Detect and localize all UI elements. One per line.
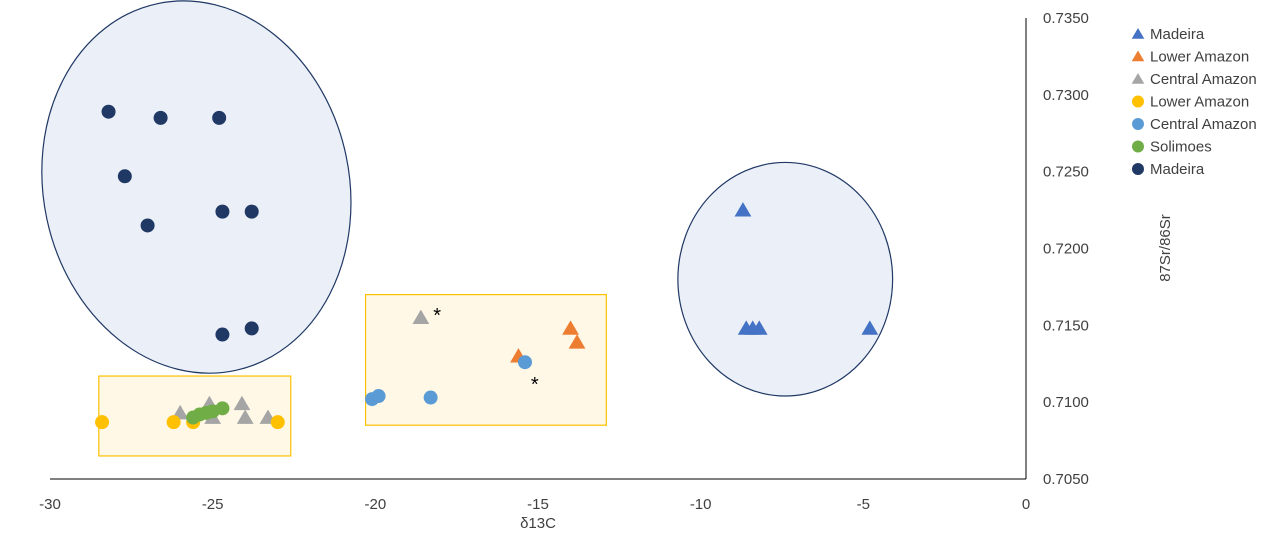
legend-label: Central Amazon [1150, 116, 1257, 133]
data-point-circle [117, 169, 132, 184]
legend-label: Lower Amazon [1150, 49, 1249, 66]
legend-marker-circle [1132, 163, 1144, 175]
y-tick-label: 0.7350 [1043, 10, 1089, 27]
legend-marker-triangle [1131, 28, 1145, 39]
y-tick-label: 0.7050 [1043, 471, 1089, 488]
highlight-rectangle-2 [364, 294, 607, 426]
data-point-triangle [412, 309, 430, 325]
data-point-circle [215, 401, 230, 416]
x-tick-label: -25 [202, 496, 224, 513]
data-point-circle [212, 110, 227, 125]
highlight-shapes-layer [41, 0, 894, 457]
data-point-circle [423, 390, 438, 405]
legend-label: Solimoes [1150, 139, 1212, 156]
x-tick-label: -15 [527, 496, 549, 513]
legend-marker-circle [1132, 118, 1144, 130]
data-point-circle [270, 415, 285, 430]
data-point-triangle [562, 320, 579, 335]
y-tick-label: 0.7300 [1043, 87, 1089, 104]
y-tick-label: 0.7200 [1043, 241, 1089, 258]
data-point-circle [215, 204, 230, 219]
legend-label: Madeira [1150, 26, 1205, 43]
x-tick-label: -30 [39, 496, 61, 513]
legend-label: Lower Amazon [1150, 94, 1249, 111]
highlight-ellipse-1 [41, 0, 352, 374]
data-point-triangle [568, 334, 586, 349]
data-point-circle [101, 104, 116, 119]
data-point-triangle [734, 202, 752, 217]
y-tick-labels: 0.7050 0.7100 0.7150 0.7200 0.7250 0.7300 0.73… [1043, 10, 1089, 488]
x-tick-label: -5 [857, 496, 870, 513]
data-point-circle [140, 218, 155, 233]
legend-label: Madeira [1150, 161, 1205, 178]
x-axis-title: δ13C [520, 515, 556, 532]
data-points [95, 104, 879, 430]
x-tick-label: -20 [364, 496, 386, 513]
data-point-triangle [236, 409, 254, 424]
data-point-circle [244, 321, 259, 336]
annotation-asterisk: * [433, 305, 441, 327]
legend-marker-triangle [1131, 73, 1145, 84]
x-tick-labels: -30 -25 -20 -15 -10 -5 0 [39, 496, 1030, 513]
y-axis-title: 87Sr/86Sr [1157, 214, 1174, 282]
data-point-circle [244, 204, 259, 219]
data-point-triangle [233, 395, 251, 411]
x-tick-label: 0 [1022, 496, 1030, 513]
axes [50, 18, 1027, 480]
y-tick-label: 0.7150 [1043, 317, 1089, 334]
legend-marker-triangle [1131, 50, 1145, 62]
data-point-circle [371, 389, 386, 404]
annotations: ** [433, 305, 539, 396]
data-point-circle [166, 415, 181, 430]
data-point-circle [95, 415, 110, 430]
legend: Madeira Lower Amazon Central Amazon Lower A… [1131, 26, 1257, 178]
x-tick-label: -10 [690, 496, 712, 513]
annotation-asterisk: * [531, 374, 539, 396]
y-tick-label: 0.7250 [1043, 164, 1089, 181]
legend-label: Central Amazon [1150, 71, 1257, 88]
legend-marker-circle [1132, 95, 1144, 108]
legend-marker-circle [1132, 140, 1144, 153]
data-point-triangle [750, 320, 768, 335]
data-point-circle [215, 327, 230, 342]
highlight-ellipse-2 [677, 161, 894, 397]
data-point-triangle [861, 320, 879, 335]
data-point-circle [517, 355, 532, 370]
data-point-circle [153, 110, 168, 125]
y-tick-label: 0.7100 [1043, 394, 1089, 411]
